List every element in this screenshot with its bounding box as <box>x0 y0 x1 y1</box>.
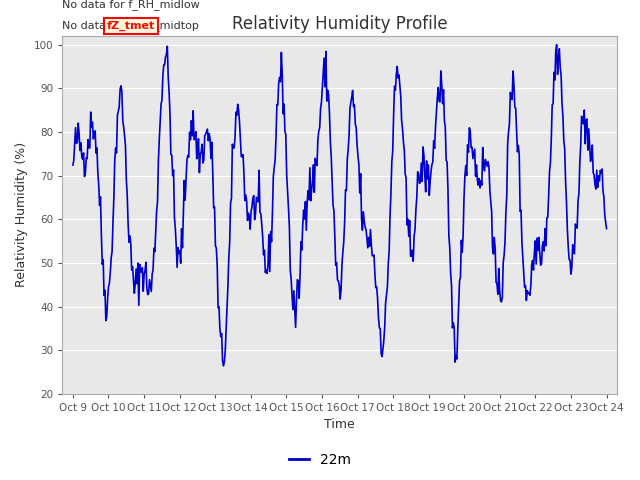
X-axis label: Time: Time <box>324 419 355 432</box>
Text: No data for f_RH_midtop: No data for f_RH_midtop <box>62 20 199 31</box>
Y-axis label: Relativity Humidity (%): Relativity Humidity (%) <box>15 142 28 288</box>
Text: fZ_tmet: fZ_tmet <box>107 21 156 31</box>
Text: No data for f_RH_midlow: No data for f_RH_midlow <box>62 0 200 10</box>
Legend: 22m: 22m <box>283 448 357 473</box>
Title: Relativity Humidity Profile: Relativity Humidity Profile <box>232 15 447 33</box>
